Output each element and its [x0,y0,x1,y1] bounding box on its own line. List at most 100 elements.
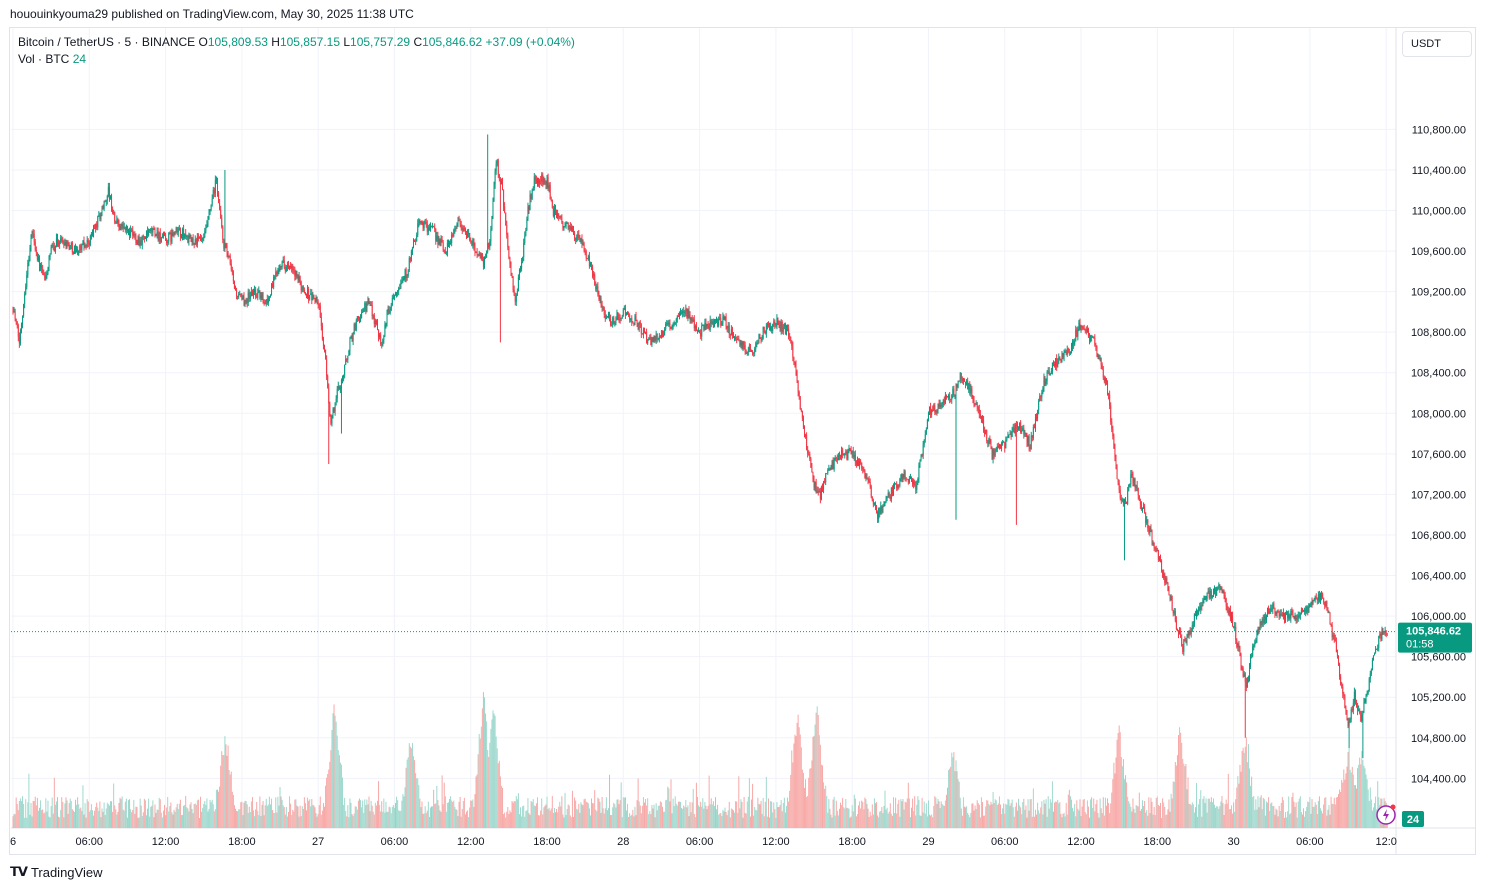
volume-bar [435,803,437,828]
candle-body [1089,335,1091,341]
candle-body [929,407,931,414]
symbol-label[interactable]: Bitcoin / TetherUS · 5 · BINANCE [18,35,196,49]
volume-bar [1162,798,1164,828]
volume-bar [421,801,423,828]
volume-bar [1020,807,1022,828]
volume-bar [464,814,466,828]
candle-body [1269,611,1271,614]
volume-bar [1016,810,1018,828]
x-tick-label: 06:00 [686,836,714,848]
volume-bar [612,807,614,828]
candle-body [400,283,402,289]
candle-body [861,462,863,469]
volume-bar [704,802,706,828]
volume-bar [931,814,933,828]
volume-bar [1319,808,1321,828]
volume-bar [1199,799,1201,828]
volume-bar [748,778,750,828]
candle-body [1048,371,1050,376]
volume-bar [633,816,635,828]
volume-bar [220,765,222,828]
volume-bar [771,801,773,828]
volume-bar [482,692,484,828]
volume-bar [374,802,376,828]
volume-bar [855,816,857,828]
candle-body [312,294,314,301]
volume-label[interactable]: Vol · BTC [18,52,70,66]
candle-body [476,252,478,255]
candle-body [251,291,253,295]
volume-bar [1256,809,1258,828]
volume-bar [17,810,19,828]
candle-body [1015,424,1017,426]
volume-bar [1376,809,1378,828]
volume-bar [378,781,380,828]
volume-bar [363,812,365,828]
candle-body [269,295,271,297]
candle-body [336,389,338,399]
volume-bar [640,813,642,828]
candle-body [421,221,423,223]
volume-bar [1132,798,1134,828]
volume-bar [396,796,398,828]
candle-body [429,226,431,230]
volume-bar [1178,735,1180,828]
volume-bar [652,808,654,828]
volume-bar [739,808,741,828]
volume-bar [743,796,745,828]
currency-button[interactable]: USDT [1402,31,1472,57]
candle-body [843,454,845,456]
candle-body [1007,434,1009,438]
candle-body [1011,429,1013,437]
volume-bar [1009,805,1011,828]
volume-bar [1278,805,1280,828]
volume-bar [1148,797,1150,828]
volume-bar [293,811,295,828]
volume-bar [512,802,514,828]
candle-body [922,444,924,456]
candle-body [968,383,970,390]
candle-body [731,328,733,336]
volume-bar [852,811,854,828]
candle-body [38,257,40,268]
candle-body [1330,623,1332,625]
candle-body [189,234,191,236]
candle-body [611,324,613,326]
volume-bar [521,816,523,828]
candle-body [308,289,310,300]
candle-body [694,325,696,329]
volume-bar [401,800,403,828]
candle-body [585,251,587,259]
x-tick-label: 06:00 [991,836,1019,848]
volume-bar [510,812,512,828]
volume-bar [274,812,276,828]
candle-body [508,247,510,258]
candle-body [365,303,367,312]
candle-body [1199,607,1201,610]
volume-bar [775,817,777,828]
volume-bar [490,728,492,828]
volume-bar [1332,803,1334,828]
volume-bar [981,802,983,828]
volume-bar [203,803,205,828]
volume-bar [176,803,178,828]
candle-body [256,296,258,298]
candle-body [670,327,672,329]
candle-body [273,277,275,288]
volume-bar [861,800,863,828]
candle-body [812,472,814,480]
candle-body [211,198,213,205]
candle-body [721,323,723,326]
candle-body [521,261,523,269]
candle-body [1123,498,1125,504]
candle-body [35,249,37,253]
candle-body [759,334,761,339]
candle-body [407,269,409,276]
candle-body [1175,620,1177,629]
volume-bar [731,809,733,828]
candle-body [848,448,850,453]
volume-bar [709,804,711,828]
volume-bar [1015,802,1017,828]
candle-body [990,441,992,449]
